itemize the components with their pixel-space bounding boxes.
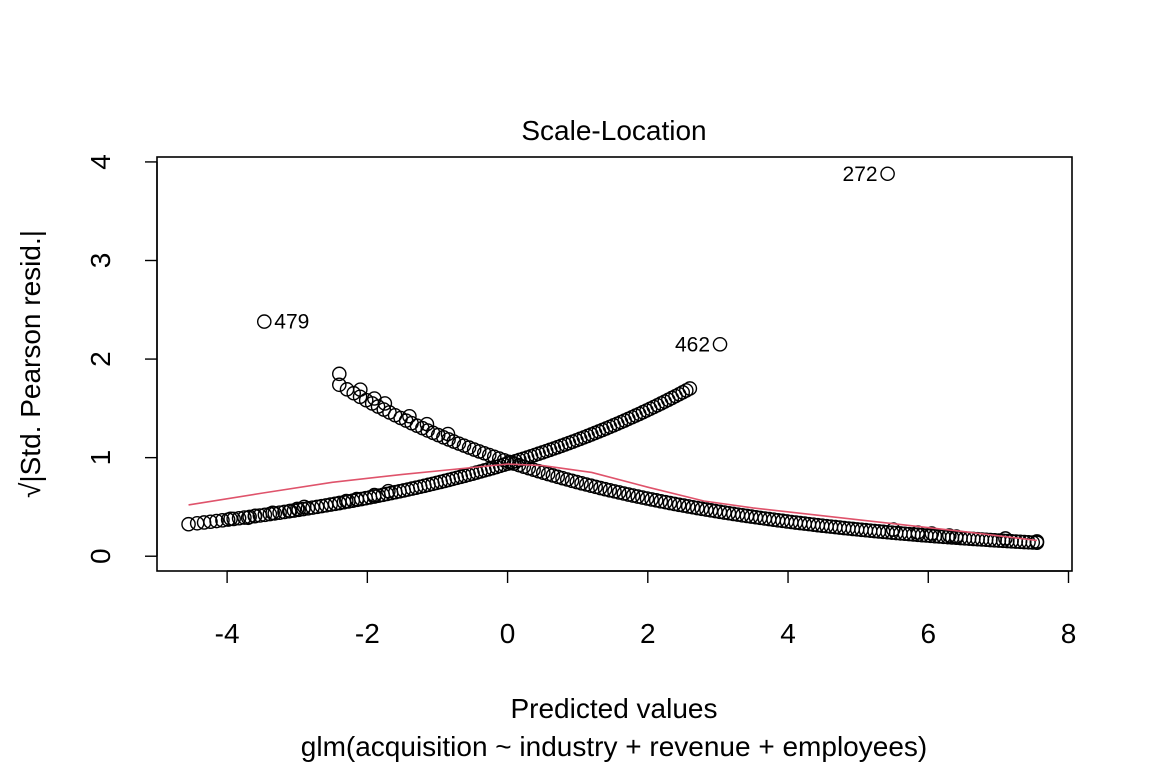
data-point <box>223 511 238 527</box>
data-point <box>242 509 257 525</box>
data-point <box>648 493 664 508</box>
data-point <box>402 408 417 424</box>
data-point <box>675 385 691 400</box>
data-point <box>644 492 659 507</box>
model-formula-label: glm(acquisition ~ industry + revenue + e… <box>301 731 927 762</box>
data-point <box>215 513 230 528</box>
data-point <box>583 478 599 494</box>
data-point <box>331 495 347 511</box>
data-point <box>607 484 622 499</box>
data-point <box>671 497 687 513</box>
data-point <box>578 477 594 492</box>
y-tick-label: 0 <box>85 548 116 564</box>
data-point <box>1021 534 1036 550</box>
data-point <box>602 482 618 498</box>
data-point <box>597 481 613 497</box>
outlier-point <box>880 166 895 182</box>
data-point <box>331 377 347 393</box>
data-point <box>690 500 705 516</box>
y-tick-label: 3 <box>85 253 116 269</box>
data-point <box>339 493 354 509</box>
data-point <box>564 473 580 489</box>
data-point <box>662 495 678 511</box>
x-tick-label: 8 <box>1061 618 1077 649</box>
data-point <box>653 493 669 509</box>
outlier-label: 462 <box>675 333 710 356</box>
data-point <box>593 480 608 496</box>
data-point <box>611 485 627 500</box>
x-tick-label: 4 <box>780 618 796 649</box>
data-point <box>209 513 224 529</box>
plot-frame <box>156 156 1073 572</box>
data-point <box>574 475 589 491</box>
outlier-point <box>256 314 272 329</box>
data-point <box>676 498 691 513</box>
data-point <box>381 483 396 499</box>
y-tick-label: 1 <box>85 450 116 466</box>
data-point <box>265 505 280 521</box>
data-point <box>282 503 298 519</box>
data-point <box>680 499 696 514</box>
data-point <box>331 366 347 382</box>
data-point <box>367 487 382 503</box>
data-point <box>247 508 263 524</box>
point-labels-layer: 272 479 462 <box>274 163 877 357</box>
chart-title: Scale-Location <box>521 115 706 146</box>
outlier-point <box>712 336 728 352</box>
outlier-label: 479 <box>274 311 309 334</box>
x-axis: -4 -2 0 2 4 6 8 <box>215 570 1077 649</box>
data-point <box>440 426 456 442</box>
data-point <box>203 514 218 530</box>
data-point <box>942 528 957 543</box>
data-point <box>289 501 305 517</box>
x-tick-label: -4 <box>215 618 240 649</box>
data-point <box>257 507 273 523</box>
data-point <box>678 383 694 398</box>
data-point <box>231 510 247 526</box>
data-point <box>694 501 710 517</box>
data-point <box>367 391 382 406</box>
data-point <box>658 494 673 510</box>
x-tick-label: 6 <box>920 618 936 649</box>
data-point <box>667 496 682 512</box>
x-axis-label: Predicted values <box>510 693 717 724</box>
data-point <box>181 516 196 532</box>
data-point <box>349 491 365 507</box>
data-point <box>1029 534 1045 549</box>
points-layer <box>181 166 1045 551</box>
x-tick-label: -2 <box>355 618 380 649</box>
y-tick-label: 2 <box>85 351 116 367</box>
data-point <box>685 499 701 515</box>
y-axis: 0 1 2 3 4 <box>85 154 158 564</box>
x-tick-label: 2 <box>640 618 656 649</box>
data-point <box>272 505 287 520</box>
data-point <box>305 500 320 515</box>
y-axis-label: √|Std. Pearson resid.| <box>15 230 46 498</box>
data-point <box>240 510 256 526</box>
smooth-line <box>188 463 1038 542</box>
outlier-label: 272 <box>843 163 878 186</box>
x-tick-label: 0 <box>500 618 516 649</box>
data-point <box>949 529 964 544</box>
data-point <box>998 531 1013 546</box>
data-point <box>616 486 632 501</box>
y-tick-label: 4 <box>85 154 116 170</box>
data-point <box>588 479 604 495</box>
data-point <box>569 474 585 490</box>
data-point <box>377 396 393 411</box>
data-point <box>353 382 368 397</box>
data-point <box>296 499 312 515</box>
data-point <box>682 381 698 396</box>
data-point <box>419 416 435 432</box>
data-point <box>924 526 940 541</box>
